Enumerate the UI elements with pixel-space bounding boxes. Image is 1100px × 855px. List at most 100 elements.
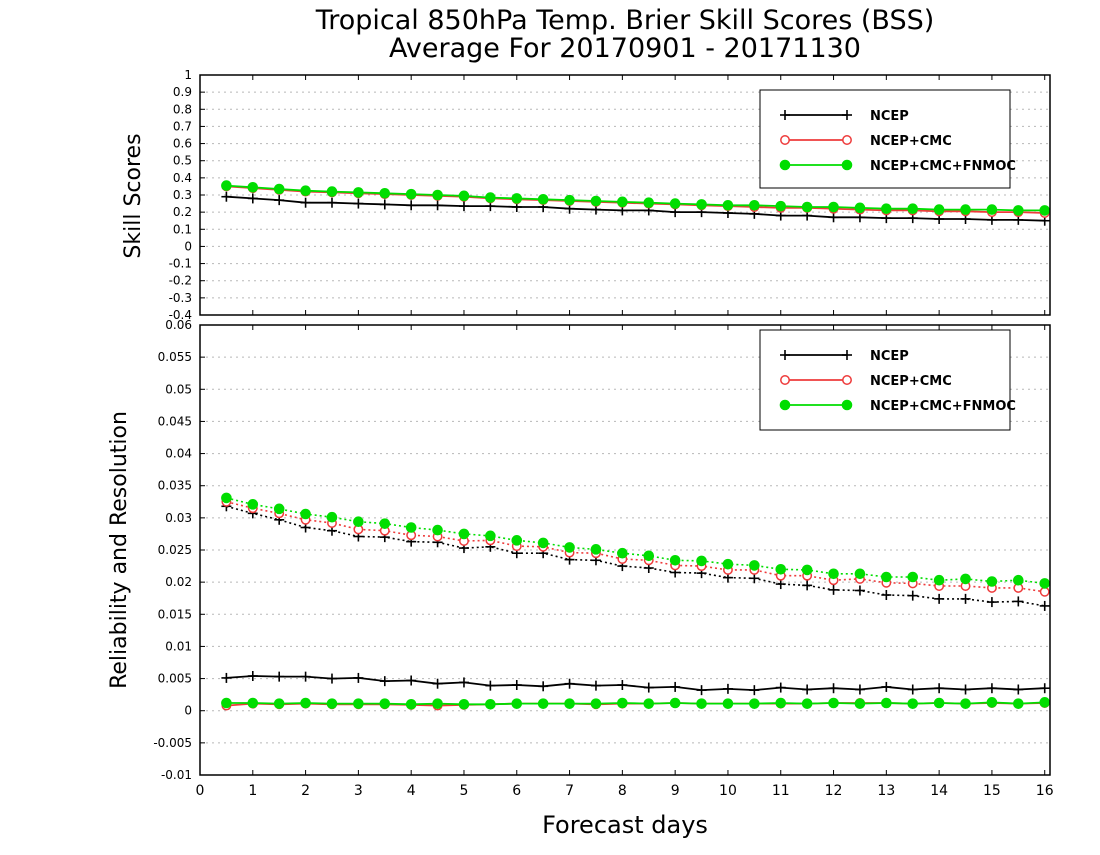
series-ncep-cmc-fnmoc-reliability-bottom-point-23: [828, 697, 839, 709]
series-ncep-cmc-fnmoc-top-point-22: [801, 201, 813, 213]
series-ncep-cmc-fnmoc-resolution-bottom-point-29: [986, 576, 998, 587]
series-ncep-cmc-fnmoc-top-point-11: [511, 193, 523, 204]
y-axis-label-top: Skill Scores: [121, 133, 146, 258]
series-ncep-cmc-fnmoc-reliability-bottom-point-1: [247, 697, 259, 709]
series-ncep-cmc-fnmoc-top-point-9: [458, 190, 470, 202]
y-tick-label-top: -0.2: [169, 274, 192, 288]
x-tick-label: 1: [248, 783, 257, 799]
series-ncep-cmc-fnmoc-top-point-20: [749, 199, 760, 211]
y-axis-label-bottom: Reliability and Resolution: [107, 411, 132, 689]
series-ncep-cmc-fnmoc-resolution-bottom-point-0: [221, 492, 232, 504]
series-ncep-cmc-fnmoc-resolution-bottom-point-11: [511, 535, 523, 546]
series-ncep-cmc-fnmoc-reliability-bottom-point-14: [590, 698, 602, 709]
series-ncep-cmc-fnmoc-resolution-bottom-point-8: [432, 524, 443, 536]
series-ncep-cmc-fnmoc-resolution-bottom-point-26: [907, 571, 919, 583]
y-tick-label-bottom: 0.045: [158, 414, 192, 428]
series-ncep-cmc-fnmoc-resolution-bottom-point-2: [273, 503, 285, 515]
series-ncep-cmc-fnmoc-reliability-bottom-point-21: [775, 697, 787, 709]
y-tick-label-top: -0.4: [169, 308, 192, 322]
series-ncep-cmc-fnmoc-reliability-bottom-point-3: [300, 697, 311, 709]
y-tick-label-bottom: 0.04: [165, 447, 192, 461]
series-ncep-cmc-fnmoc-reliability-bottom-point-18: [696, 698, 707, 709]
series-ncep-cmc-fnmoc-top-point-7: [405, 188, 417, 200]
x-tick-label: 14: [930, 783, 948, 799]
x-tick-label: 8: [618, 783, 627, 799]
legend-label-ncep-top: NCEP: [870, 109, 909, 124]
series-ncep-cmc-fnmoc-resolution-bottom-point-18: [696, 555, 707, 567]
legend-marker-left-ncep-cmc-fnmoc-top: [779, 159, 791, 171]
series-ncep-cmc-fnmoc-top-point-1: [247, 181, 259, 193]
series-ncep-cmc-fnmoc-reliability-bottom-point-17: [669, 697, 681, 709]
series-ncep-cmc-fnmoc-reliability-bottom-point-15: [617, 697, 628, 709]
series-ncep-cmc-fnmoc-resolution-bottom-point-21: [775, 563, 787, 575]
series-ncep-cmc-resolution-bottom-point-31: [1039, 586, 1050, 597]
series-ncep-cmc-fnmoc-top-point-13: [564, 194, 575, 206]
series-ncep-cmc-fnmoc-top-point-5: [353, 187, 364, 198]
legend-marker-right-ncep-cmc-top: [842, 135, 852, 145]
legend-marker-right-ncep-cmc-bottom: [842, 375, 852, 385]
series-ncep-cmc-fnmoc-resolution-bottom-point-31: [1039, 578, 1051, 589]
legend-marker-left-ncep-cmc-top: [780, 135, 790, 145]
y-tick-label-top: 0.3: [173, 188, 192, 202]
series-ncep-cmc-fnmoc-reliability-bottom-point-31: [1039, 697, 1051, 708]
y-tick-label-top: 0.9: [173, 85, 192, 99]
series-ncep-cmc-fnmoc-reliability-bottom-point-28: [960, 698, 971, 709]
series-ncep-cmc-fnmoc-resolution-bottom-point-4: [326, 511, 338, 523]
y-tick-label-top: 0.5: [173, 154, 192, 168]
series-ncep-cmc-fnmoc-reliability-bottom-point-10: [485, 698, 496, 710]
skill-score-panel: -0.4 -0.3 -0.2 -0.1 0 0.1 0.2 0.3 0.4 0.5 0.6 0.7 0.…: [169, 68, 1051, 322]
series-ncep-cmc-fnmoc-resolution-bottom-point-20: [749, 560, 760, 571]
series-ncep-cmc-fnmoc-resolution-bottom-point-27: [933, 574, 945, 586]
x-axis-label: Forecast days: [542, 811, 708, 839]
x-tick-label: 9: [671, 783, 680, 799]
series-ncep-cmc-fnmoc-reliability-bottom-point-4: [326, 698, 338, 709]
y-tick-label-bottom: 0.03: [165, 511, 192, 525]
plot-frame-bottom: [199, 324, 1051, 776]
y-tick-label-bottom: 0.025: [158, 543, 192, 557]
y-tick-label-top: -0.3: [169, 291, 192, 305]
x-tick-label: 6: [512, 783, 521, 799]
y-tick-label-bottom: 0.035: [158, 479, 192, 493]
legend-label-ncep-cmc-fnmoc-top: NCEP+CMC+FNMOC: [870, 159, 1016, 174]
series-ncep-cmc-fnmoc-reliability-bottom-point-6: [379, 698, 391, 709]
series-ncep-cmc-fnmoc-top-point-23: [828, 201, 839, 213]
y-tick-label-bottom: 0: [184, 704, 192, 718]
series-ncep-cmc-fnmoc-top-point-16: [643, 197, 655, 209]
series-ncep-cmc-fnmoc-reliability-bottom-point-30: [1013, 698, 1024, 709]
series-ncep-cmc-fnmoc-reliability-bottom-point-29: [986, 697, 998, 708]
series-ncep-cmc-fnmoc-resolution-bottom-point-5: [353, 516, 364, 528]
legend-marker-right-ncep-cmc-fnmoc-top: [841, 159, 853, 171]
series-ncep-cmc-fnmoc-resolution-bottom-point-19: [722, 558, 734, 570]
series-ncep-cmc-fnmoc-top-point-18: [696, 199, 707, 210]
series-ncep-cmc-fnmoc-reliability-bottom-point-11: [511, 698, 523, 709]
y-tick-label-top: 0: [184, 239, 192, 253]
series-ncep-cmc-fnmoc-resolution-bottom-point-23: [828, 568, 839, 580]
series-ncep-cmc-fnmoc-resolution-bottom-point-13: [564, 542, 575, 553]
series-ncep-cmc-fnmoc-resolution-bottom-point-10: [485, 530, 496, 542]
series-ncep-cmc-fnmoc-top-point-10: [485, 192, 496, 203]
x-tick-label: 5: [460, 783, 469, 799]
series-ncep-cmc-fnmoc-top-point-31: [1039, 205, 1051, 216]
series-ncep-cmc-fnmoc-reliability-bottom-point-27: [933, 697, 945, 709]
y-tick-label-top: 0.2: [173, 205, 192, 219]
series-ncep-cmc-fnmoc-top-point-4: [326, 186, 338, 197]
chart-title-line1: Tropical 850hPa Temp. Brier Skill Scores…: [315, 5, 935, 36]
series-ncep-cmc-fnmoc-reliability-bottom-point-8: [432, 698, 443, 709]
x-tick-label: 7: [565, 783, 574, 799]
x-tick-label: 12: [825, 783, 843, 799]
legend-label-ncep-cmc-top: NCEP+CMC: [870, 134, 952, 149]
series-ncep-cmc-fnmoc-resolution-bottom-point-15: [617, 547, 628, 559]
series-ncep-cmc-fnmoc-reliability-bottom-point-12: [537, 698, 549, 709]
y-tick-label-top: 0.1: [173, 222, 192, 236]
legend-marker-right-ncep-cmc-fnmoc-bottom: [841, 399, 853, 411]
y-tick-label-top: -0.1: [169, 257, 192, 271]
series-ncep-cmc-fnmoc-reliability-bottom-point-2: [273, 698, 285, 709]
series-ncep-cmc-fnmoc-top-point-21: [775, 200, 787, 212]
series-ncep-cmc-fnmoc-reliability-bottom-point-25: [881, 697, 892, 709]
y-tick-label-bottom: 0.06: [165, 318, 192, 332]
series-ncep-cmc-fnmoc-top-point-14: [590, 195, 602, 207]
series-ncep-cmc-fnmoc-resolution-bottom-point-25: [881, 571, 892, 583]
series-ncep-cmc-fnmoc-top-point-0: [221, 180, 232, 191]
x-tick-label: 2: [301, 783, 310, 799]
y-tick-label-top: 0.6: [173, 137, 192, 151]
